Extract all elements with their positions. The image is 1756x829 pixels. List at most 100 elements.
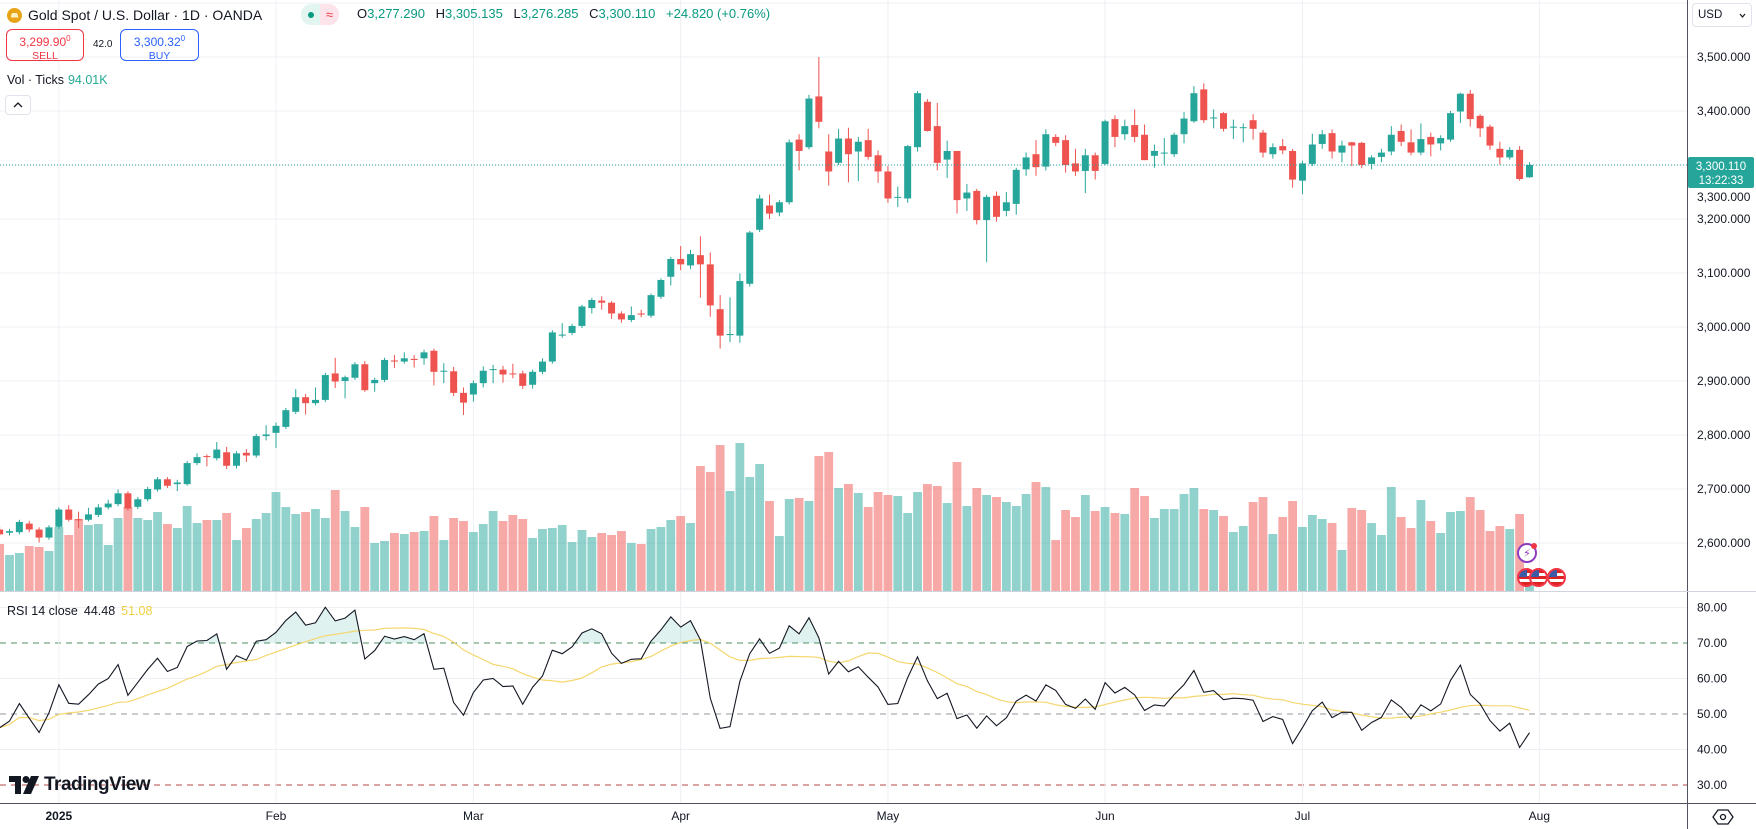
tradingview-logo[interactable]: TradingView <box>9 774 151 796</box>
candle <box>75 511 83 528</box>
candle-body <box>104 503 112 508</box>
candle <box>361 361 369 392</box>
candle-body <box>736 281 744 336</box>
candle-body <box>233 453 241 466</box>
volume-bar <box>271 492 281 591</box>
rsi-label: RSI 14 close <box>7 604 78 618</box>
volume-bar <box>725 491 735 591</box>
symbol-legend[interactable]: Gold Spot / U.S. Dollar · 1D · OANDA <box>7 5 262 25</box>
volume-bar <box>1100 507 1110 591</box>
candle-body <box>529 371 537 385</box>
candle-body <box>242 452 250 456</box>
volume-bar <box>1416 500 1426 591</box>
candle-body <box>706 264 714 306</box>
candle <box>598 296 606 310</box>
candle <box>1032 140 1040 176</box>
candle <box>1081 148 1089 194</box>
candle-body <box>45 527 53 538</box>
candle <box>1338 140 1346 163</box>
rsi-lines <box>0 606 1530 749</box>
candle <box>1377 148 1385 163</box>
candle-body <box>1318 134 1326 144</box>
candle-body <box>262 434 270 437</box>
candle <box>1229 119 1237 140</box>
volume-bar <box>547 528 557 591</box>
volume-bar <box>14 553 24 591</box>
market-status-badge[interactable]: ≈ <box>301 4 339 25</box>
price-tick-label: 3,000.000 <box>1697 320 1751 334</box>
candle-body <box>1200 89 1208 121</box>
candle <box>1279 139 1287 155</box>
candle-body <box>1002 202 1010 211</box>
settings-gear-icon[interactable] <box>1712 808 1734 826</box>
us-flag-event-icon[interactable] <box>1529 568 1548 587</box>
candle <box>923 99 931 132</box>
volume-bar <box>261 513 271 591</box>
candle-body <box>795 139 803 151</box>
candle-body <box>1377 152 1385 157</box>
candle <box>489 364 497 384</box>
volume-bar <box>340 511 350 591</box>
candle <box>479 366 487 388</box>
volume-bar <box>1386 487 1396 591</box>
volume-bar <box>24 546 34 591</box>
volume-bar <box>705 472 715 591</box>
currency-select[interactable]: USD <box>1692 3 1752 27</box>
time-tick-label: Jun <box>1095 809 1114 823</box>
candle <box>233 451 241 469</box>
rsi-legend[interactable]: RSI 14 close 44.48 51.08 <box>7 604 152 618</box>
volume-bar <box>1258 497 1268 591</box>
candle-body <box>1407 142 1415 153</box>
candle <box>706 252 714 317</box>
candle-body <box>1170 134 1178 155</box>
volume-bar <box>913 492 922 591</box>
candle <box>302 393 310 415</box>
candle-body <box>993 195 1000 217</box>
chevron-down-icon <box>1739 13 1746 18</box>
volume-legend[interactable]: Vol · Ticks 94.01K <box>7 73 108 87</box>
candle-body <box>361 364 369 391</box>
volume-bar <box>676 516 686 591</box>
volume-bar <box>409 532 419 591</box>
candle <box>499 365 507 383</box>
candle-body <box>765 205 773 214</box>
candle-body <box>1259 132 1267 153</box>
candle <box>134 497 142 509</box>
candle-body <box>637 313 645 315</box>
candle <box>588 297 596 314</box>
candle <box>351 362 359 380</box>
tradingview-wordmark: TradingView <box>44 774 151 795</box>
candle-body <box>1417 139 1425 153</box>
volume-bar <box>281 507 291 591</box>
candle <box>884 166 892 203</box>
volume-bar <box>390 533 399 591</box>
high-label: H <box>435 6 445 21</box>
volume-bar <box>1426 521 1436 591</box>
candle-body <box>785 142 793 203</box>
candle <box>1220 112 1228 132</box>
candle <box>242 449 250 462</box>
volume-bar <box>212 520 222 591</box>
candle <box>558 323 566 338</box>
sell-button[interactable]: 3,299.900 SELL <box>6 29 84 62</box>
buy-button[interactable]: 3,300.320 BUY <box>120 29 199 62</box>
candle-body <box>1071 163 1079 172</box>
volume-bar <box>873 492 883 591</box>
volume-bar <box>1021 494 1031 591</box>
candle-body <box>677 258 685 265</box>
volume-bar <box>962 506 972 591</box>
price-tick-label: 2,800.000 <box>1697 428 1751 442</box>
symbol-title[interactable]: Gold Spot / U.S. Dollar · 1D · OANDA <box>28 7 263 23</box>
us-flag-event-icon[interactable] <box>1547 568 1566 587</box>
event-lightning-icon[interactable]: ⚡ <box>1517 543 1537 563</box>
volume-bar <box>715 445 725 591</box>
volume-bar <box>1436 533 1446 591</box>
collapse-legend-button[interactable] <box>5 95 31 115</box>
volume-bar <box>1278 517 1288 591</box>
ohlc-values: O3,277.290 H3,305.135 L3,276.285 C3,300.… <box>357 6 777 21</box>
volume-bar <box>814 456 824 591</box>
rsi-tick-label: 70.00 <box>1697 636 1727 650</box>
candle <box>381 357 389 383</box>
candle-body <box>1101 121 1109 164</box>
